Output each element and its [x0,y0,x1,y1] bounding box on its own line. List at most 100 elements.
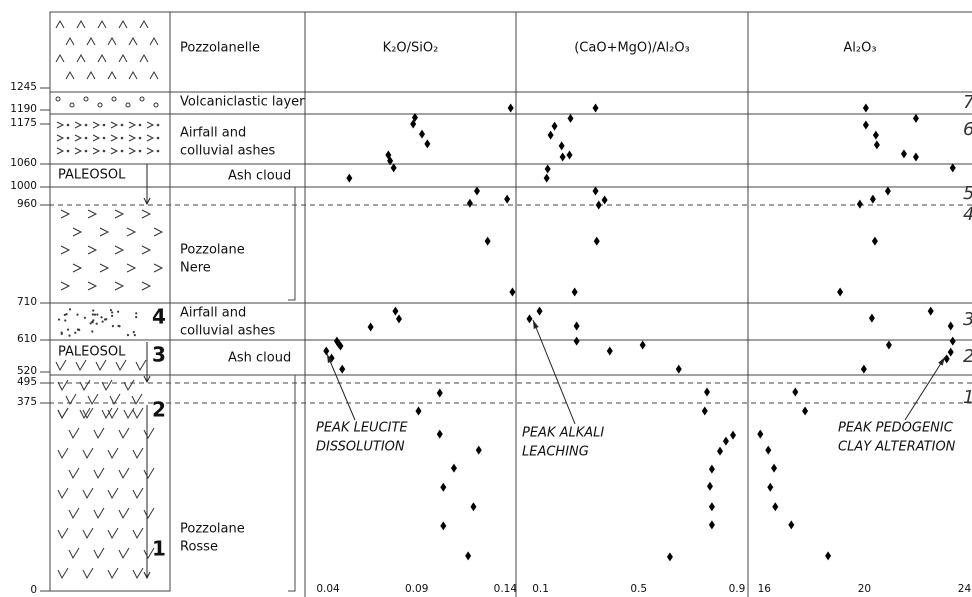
check [119,428,129,438]
y-tick-label: 1000 [10,180,37,192]
check [69,508,79,518]
data-point [765,446,771,455]
dot [85,150,87,152]
data-point [730,431,736,440]
dot [69,335,70,336]
annotation: PEAK ALKALI [522,426,604,441]
data-point [537,307,543,316]
dot [134,335,135,336]
dot [90,323,91,324]
dot [97,314,98,315]
strat-column [50,12,170,591]
data-point [928,307,934,316]
data-point [676,365,682,374]
check [94,548,104,558]
unit-label: colluvial ashes [180,324,276,339]
pebble [112,97,116,101]
data-point [667,552,673,561]
check [136,360,146,370]
data-point [424,139,430,148]
annotation-arrow [327,354,355,420]
check [58,568,68,578]
dot [157,124,159,126]
chevron [75,148,81,154]
check [144,508,154,518]
dot [121,124,123,126]
dot [61,333,62,334]
data-point [574,337,580,346]
annotation: CLAY ALTERATION [838,440,956,455]
check [124,380,134,390]
dot [67,150,69,152]
check [83,448,93,458]
dot [139,124,141,126]
data-point [437,389,443,398]
x-tick-label: 0.04 [316,583,340,595]
dot [103,137,105,139]
chevron [73,228,81,236]
data-point [391,163,397,172]
x-tick-label: 0.5 [630,583,647,595]
caret [87,72,95,79]
caret [150,38,158,45]
data-point [717,447,723,456]
pebble [126,103,130,107]
caret [77,55,85,62]
caret [140,55,148,62]
edge-number: 7 [963,92,972,113]
chevron [88,246,96,254]
unit-number: 1 [152,537,166,561]
data-point [863,121,869,130]
y-tick-label: 960 [17,198,37,210]
dot [133,331,134,332]
caret [119,21,127,28]
edge-number: 6 [963,119,972,140]
caret [66,72,74,79]
chevron [142,210,150,218]
data-point [950,337,956,346]
data-point [709,465,715,474]
check [144,428,154,438]
data-point [873,131,879,140]
check [58,528,68,538]
caret [98,21,106,28]
check [76,360,86,370]
annotation: DISSOLUTION [316,440,405,455]
unit-number: 3 [152,343,166,367]
x-tick-label: 0.1 [532,583,549,595]
check [133,488,143,498]
check [133,408,143,418]
dot [75,332,76,333]
data-point [568,114,574,123]
check [133,528,143,538]
annotation: LEACHING [522,445,589,460]
dot [121,150,123,152]
chevron [88,210,96,218]
y-tick-label: 1060 [10,157,37,169]
chevron [61,210,69,218]
data-point [792,388,798,397]
data-point [602,196,608,205]
data-point [419,130,425,139]
check [108,528,118,538]
data-point [913,114,919,123]
y-tick-label: 710 [17,296,37,308]
data-point [465,551,471,560]
caret [77,21,85,28]
caret [119,55,127,62]
dot [65,320,66,321]
data-point [545,164,551,173]
caret [56,55,64,62]
dot [67,124,69,126]
check [133,568,143,578]
chevron [57,148,63,154]
pebble [140,97,144,101]
x-tick-label: 0.09 [405,583,428,595]
edge-number: 1 [963,387,972,408]
unit-label: Airfall and [180,126,246,141]
dot [127,335,128,336]
dot [67,329,68,330]
data-point [560,153,566,162]
data-point [863,104,869,113]
data-point [723,437,729,446]
